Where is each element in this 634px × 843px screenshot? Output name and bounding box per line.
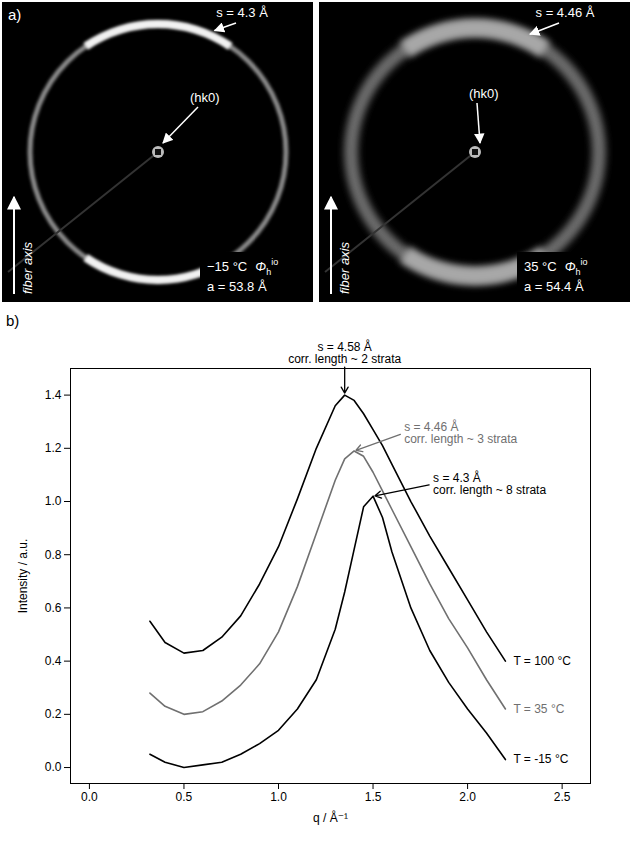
svg-text:(hk0): (hk0) — [469, 86, 499, 101]
svg-text:0.2: 0.2 — [45, 707, 62, 721]
svg-text:T = -15 °C: T = -15 °C — [513, 752, 568, 766]
svg-text:−15 °CΦhio: −15 °CΦhio — [207, 257, 278, 277]
svg-text:s = 4.3 Åcorr. length ~ 8 stra: s = 4.3 Åcorr. length ~ 8 strata — [433, 470, 546, 497]
svg-text:1.0: 1.0 — [45, 494, 62, 508]
svg-text:0.5: 0.5 — [176, 790, 193, 804]
svg-text:Intensity / a.u.: Intensity / a.u. — [16, 539, 30, 614]
svg-text:1.0: 1.0 — [270, 790, 287, 804]
svg-text:a = 54.4 Å: a = 54.4 Å — [524, 279, 584, 294]
svg-text:0.8: 0.8 — [45, 548, 62, 562]
svg-text:1.4: 1.4 — [45, 388, 62, 402]
svg-text:2.0: 2.0 — [459, 790, 476, 804]
svg-text:a): a) — [8, 6, 21, 23]
svg-text:1.2: 1.2 — [45, 441, 62, 455]
svg-text:q / Å⁻¹: q / Å⁻¹ — [313, 810, 348, 825]
svg-text:fiber axis: fiber axis — [20, 241, 35, 294]
svg-text:0.0: 0.0 — [45, 760, 62, 774]
svg-text:s = 4.58 Åcorr. length ~ 2 str: s = 4.58 Åcorr. length ~ 2 strata — [288, 339, 401, 366]
svg-text:(hk0): (hk0) — [190, 90, 220, 105]
svg-text:s = 4.46 Å: s = 4.46 Å — [536, 5, 595, 20]
svg-text:0.4: 0.4 — [45, 654, 62, 668]
svg-text:0.0: 0.0 — [81, 790, 98, 804]
svg-text:T = 35 °C: T = 35 °C — [513, 702, 564, 716]
html-text:b): b) — [6, 312, 20, 329]
svg-text:a = 53.8 Å: a = 53.8 Å — [207, 279, 267, 294]
svg-text:2.5: 2.5 — [554, 790, 571, 804]
svg-text:s = 4.3 Å: s = 4.3 Å — [216, 5, 268, 20]
svg-text:fiber axis: fiber axis — [337, 241, 352, 294]
svg-text:s = 4.46 Åcorr. length ~ 3 str: s = 4.46 Åcorr. length ~ 3 strata — [404, 419, 517, 446]
svg-text:0.6: 0.6 — [45, 601, 62, 615]
svg-text:35 °CΦhio: 35 °CΦhio — [524, 257, 588, 277]
svg-text:1.5: 1.5 — [365, 790, 382, 804]
svg-text:T = 100 °C: T = 100 °C — [513, 654, 571, 668]
